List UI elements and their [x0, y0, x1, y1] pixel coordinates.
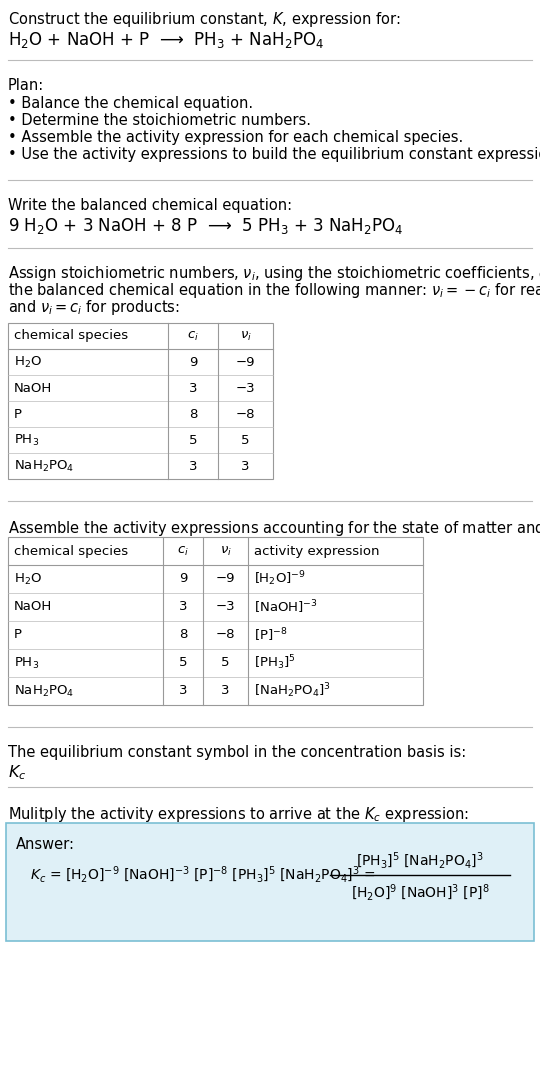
Text: • Assemble the activity expression for each chemical species.: • Assemble the activity expression for e… [8, 130, 463, 146]
Text: NaOH: NaOH [14, 382, 52, 395]
Text: $K_c$ = [H$_2$O]$^{-9}$ [NaOH]$^{-3}$ [P]$^{-8}$ [PH$_3$]$^5$ [NaH$_2$PO$_4$]$^3: $K_c$ = [H$_2$O]$^{-9}$ [NaOH]$^{-3}$ [P… [30, 865, 375, 885]
Text: 8: 8 [179, 628, 187, 641]
Text: 5: 5 [179, 657, 187, 669]
Text: [PH$_3$]$^5$: [PH$_3$]$^5$ [254, 653, 296, 673]
Text: 3: 3 [241, 459, 249, 472]
Text: [P]$^{-8}$: [P]$^{-8}$ [254, 626, 287, 644]
Text: H$_2$O: H$_2$O [14, 571, 42, 586]
Text: $K_c$: $K_c$ [8, 763, 26, 782]
Text: chemical species: chemical species [14, 330, 128, 343]
Text: 3: 3 [221, 685, 229, 697]
Text: 5: 5 [189, 433, 197, 446]
Text: • Balance the chemical equation.: • Balance the chemical equation. [8, 96, 253, 111]
Text: and $\nu_i = c_i$ for products:: and $\nu_i = c_i$ for products: [8, 298, 180, 317]
Text: 3: 3 [189, 459, 197, 472]
Text: −9: −9 [216, 572, 235, 585]
Text: NaH$_2$PO$_4$: NaH$_2$PO$_4$ [14, 683, 75, 699]
Text: $\nu_i$: $\nu_i$ [220, 544, 232, 557]
Text: 8: 8 [189, 407, 197, 420]
Text: Construct the equilibrium constant, $K$, expression for:: Construct the equilibrium constant, $K$,… [8, 10, 401, 29]
Text: 5: 5 [241, 433, 249, 446]
Text: • Use the activity expressions to build the equilibrium constant expression.: • Use the activity expressions to build … [8, 147, 540, 162]
Text: Assign stoichiometric numbers, $\nu_i$, using the stoichiometric coefficients, $: Assign stoichiometric numbers, $\nu_i$, … [8, 264, 540, 284]
Text: −9: −9 [236, 356, 255, 369]
Text: 9 H$_2$O + 3 NaOH + 8 P  ⟶  5 PH$_3$ + 3 NaH$_2$PO$_4$: 9 H$_2$O + 3 NaOH + 8 P ⟶ 5 PH$_3$ + 3 N… [8, 216, 403, 236]
Text: 3: 3 [189, 382, 197, 395]
Text: Assemble the activity expressions accounting for the state of matter and $\nu_i$: Assemble the activity expressions accoun… [8, 519, 540, 538]
Text: [PH$_3$]$^5$ [NaH$_2$PO$_4$]$^3$: [PH$_3$]$^5$ [NaH$_2$PO$_4$]$^3$ [356, 851, 484, 871]
Text: The equilibrium constant symbol in the concentration basis is:: The equilibrium constant symbol in the c… [8, 745, 466, 760]
Text: [NaH$_2$PO$_4$]$^3$: [NaH$_2$PO$_4$]$^3$ [254, 681, 330, 701]
Text: • Determine the stoichiometric numbers.: • Determine the stoichiometric numbers. [8, 113, 311, 128]
Text: chemical species: chemical species [14, 544, 128, 557]
Text: PH$_3$: PH$_3$ [14, 655, 39, 671]
Text: Answer:: Answer: [16, 837, 75, 852]
Text: NaH$_2$PO$_4$: NaH$_2$PO$_4$ [14, 458, 75, 473]
Text: [H$_2$O]$^9$ [NaOH]$^3$ [P]$^8$: [H$_2$O]$^9$ [NaOH]$^3$ [P]$^8$ [350, 883, 489, 903]
Text: 3: 3 [179, 600, 187, 613]
Text: $c_i$: $c_i$ [187, 330, 199, 343]
Text: $c_i$: $c_i$ [177, 544, 189, 557]
Text: P: P [14, 628, 22, 641]
Bar [8, 323, 273, 479]
Text: H$_2$O + NaOH + P  ⟶  PH$_3$ + NaH$_2$PO$_4$: H$_2$O + NaOH + P ⟶ PH$_3$ + NaH$_2$PO$_… [8, 30, 324, 50]
Text: H$_2$O: H$_2$O [14, 355, 42, 370]
Text: [NaOH]$^{-3}$: [NaOH]$^{-3}$ [254, 598, 318, 616]
FancyBboxPatch shape [6, 823, 534, 941]
Text: −3: −3 [215, 600, 235, 613]
Text: $\nu_i$: $\nu_i$ [240, 330, 252, 343]
Text: Mulitply the activity expressions to arrive at the $K_c$ expression:: Mulitply the activity expressions to arr… [8, 805, 469, 824]
Bar [8, 537, 423, 705]
Text: 9: 9 [189, 356, 197, 369]
Text: −8: −8 [216, 628, 235, 641]
Text: the balanced chemical equation in the following manner: $\nu_i = -c_i$ for react: the balanced chemical equation in the fo… [8, 281, 540, 300]
Text: NaOH: NaOH [14, 600, 52, 613]
Text: P: P [14, 407, 22, 420]
Text: [H$_2$O]$^{-9}$: [H$_2$O]$^{-9}$ [254, 569, 306, 589]
Text: 5: 5 [221, 657, 229, 669]
Text: activity expression: activity expression [254, 544, 380, 557]
Text: −3: −3 [235, 382, 255, 395]
Text: Write the balanced chemical equation:: Write the balanced chemical equation: [8, 198, 292, 213]
Text: 9: 9 [179, 572, 187, 585]
Text: 3: 3 [179, 685, 187, 697]
Text: −8: −8 [236, 407, 255, 420]
Text: PH$_3$: PH$_3$ [14, 432, 39, 447]
Text: Plan:: Plan: [8, 78, 44, 93]
